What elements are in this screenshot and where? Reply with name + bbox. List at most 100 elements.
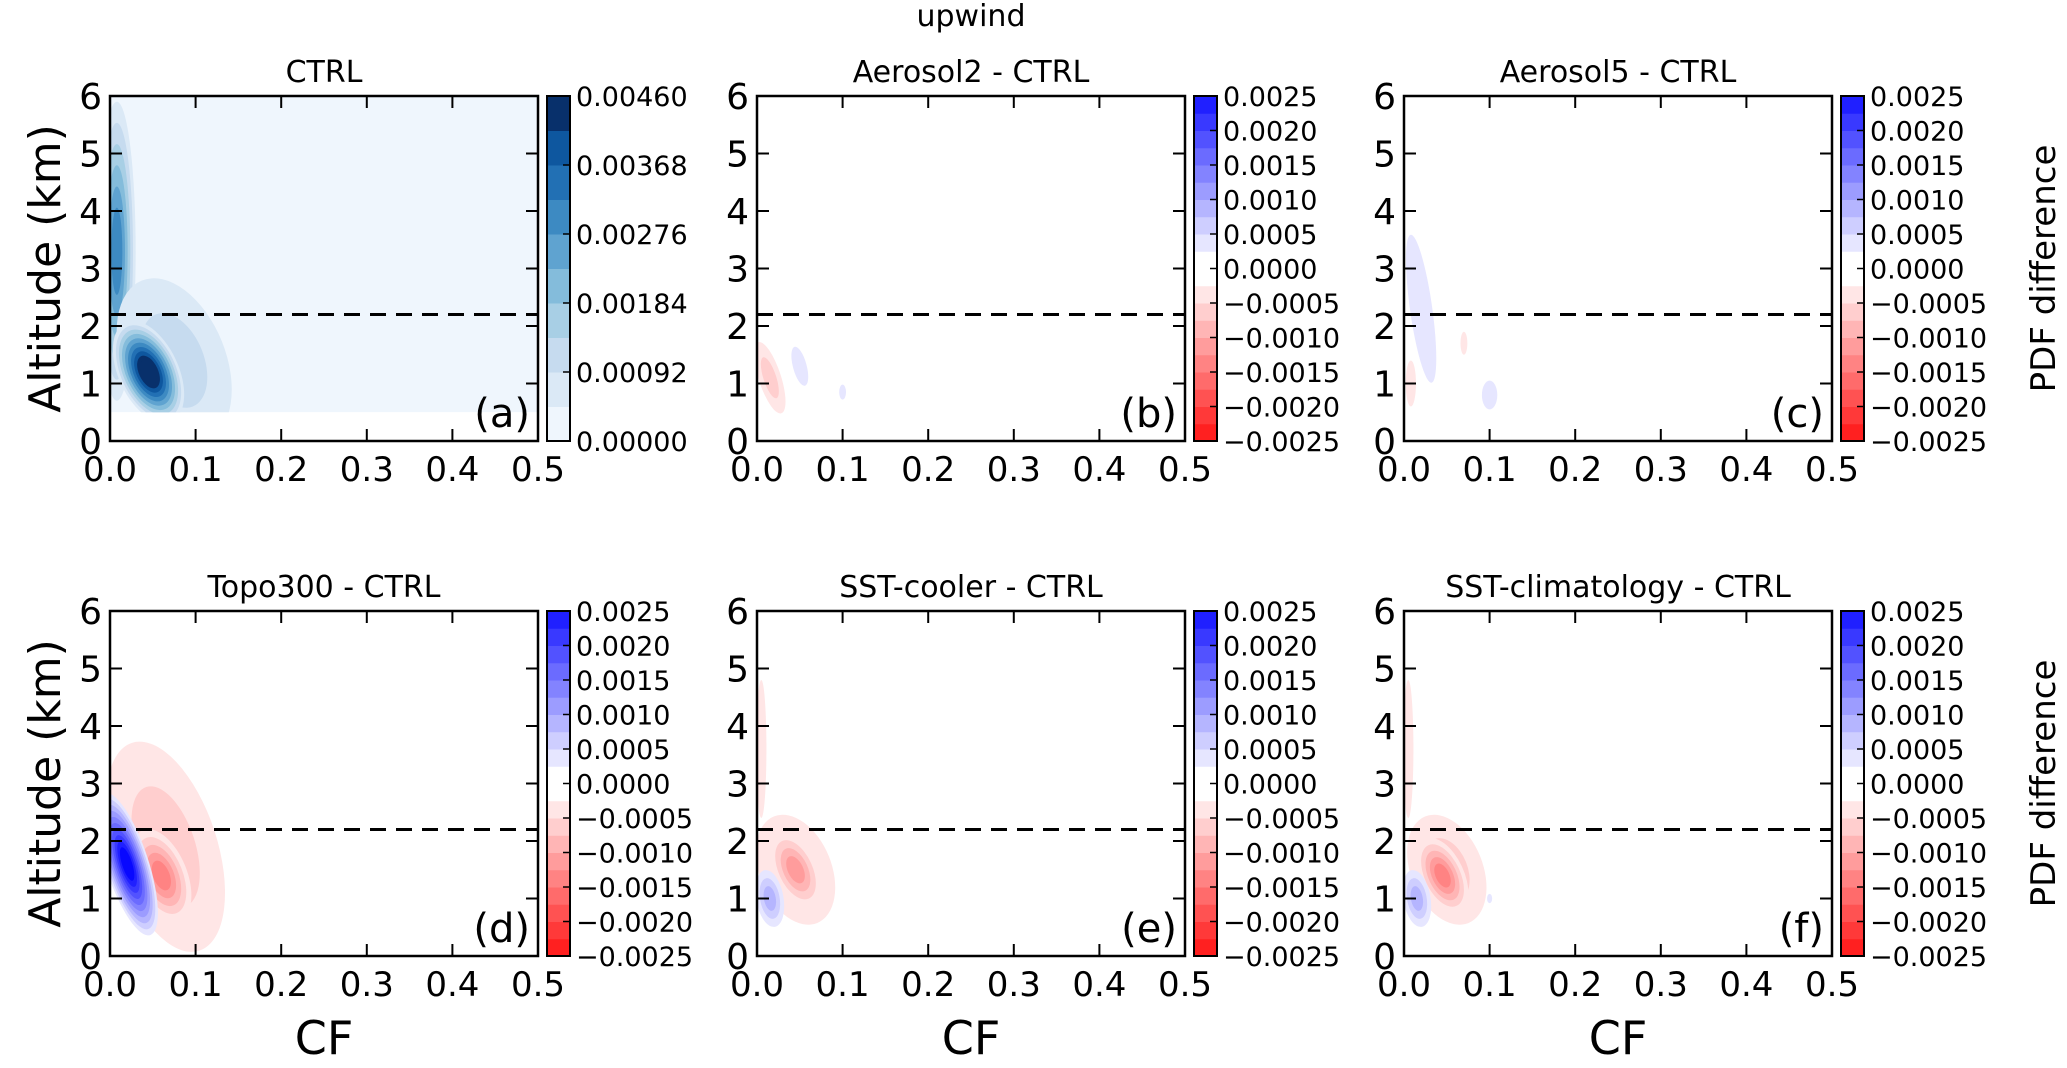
y-tick-label: 5 <box>79 650 102 691</box>
colorbar-bin <box>1841 783 1864 802</box>
x-tick-label: 0.5 <box>1805 965 1859 1005</box>
subplot-title: Aerosol5 - CTRL <box>1500 55 1737 90</box>
y-tick-label: 2 <box>79 822 102 863</box>
colorbar-tick-label: 0.0025 <box>1223 82 1317 113</box>
colorbar-bin <box>1841 423 1864 442</box>
contour-level <box>786 856 805 884</box>
colorbar-bin <box>1841 406 1864 425</box>
colorbar-bin <box>547 835 570 853</box>
colorbar-bin <box>547 818 570 836</box>
colorbar-tick-label: −0.0015 <box>576 873 693 904</box>
colorbar: 0.00250.00200.00150.00100.00050.0000−0.0… <box>1840 597 1987 973</box>
colorbar-bin <box>547 904 570 922</box>
colorbar-bin <box>547 662 570 681</box>
colorbar-bin <box>1194 303 1217 321</box>
colorbar-tick-label: −0.0025 <box>1870 427 1987 458</box>
y-tick-label: 5 <box>79 135 102 176</box>
colorbar-bin <box>547 766 570 784</box>
y-tick-label: 0 <box>79 937 102 978</box>
colorbar-bin <box>547 887 570 905</box>
colorbar-tick-label: 0.0010 <box>1223 186 1317 217</box>
colorbar-bin <box>1194 234 1217 252</box>
colorbar-bin <box>1841 96 1864 114</box>
colorbar-tick-label: 0.0005 <box>1223 735 1317 766</box>
colorbar-bin <box>1841 904 1864 922</box>
y-tick-label: 3 <box>79 765 102 806</box>
colorbar-bin <box>1841 285 1864 304</box>
x-tick-label: 0.0 <box>1377 965 1431 1005</box>
colorbar-bin <box>1194 835 1217 853</box>
colorbar-tick-label: −0.0025 <box>1870 942 1987 973</box>
colorbar-bin <box>1194 714 1217 733</box>
colorbar-bin <box>1841 731 1864 750</box>
colorbar-tick-label: −0.0005 <box>1870 804 1987 835</box>
subplot-f: 0.0 0.1 0.2 0.3 0.4 0.5 0 1 2 3 4 5 6 SST-climatology… <box>1373 570 1987 1005</box>
subplot-a: 0.0 0.1 0.2 0.3 0.4 0.50123456CTRL(a)0.000000… <box>79 55 688 490</box>
colorbar-bin <box>547 731 570 750</box>
colorbar: 0.00000 0.00092 0.00184 0.00276 0.00368 0.004… <box>546 82 688 458</box>
colorbar-bin <box>1841 113 1864 131</box>
panel-label: (b) <box>1120 391 1177 437</box>
colorbar-bin <box>1841 354 1864 373</box>
colorbar-bin <box>1841 921 1864 940</box>
y-tick-label: 6 <box>726 592 749 633</box>
colorbar-bin <box>1194 423 1217 442</box>
colorbar-bin <box>1841 130 1864 149</box>
colorbar-bin <box>1194 372 1217 390</box>
contour-level <box>839 384 847 400</box>
x-tick-label: 0.2 <box>254 965 308 1005</box>
y-tick-label: 3 <box>726 765 749 806</box>
colorbar-bin <box>1194 628 1217 646</box>
colorbar-bin <box>1194 216 1217 235</box>
x-tick-label: 0.3 <box>340 450 394 490</box>
colorbar-bin <box>1194 662 1217 681</box>
colorbar-bin <box>1194 766 1217 784</box>
y-tick-label: 6 <box>79 592 102 633</box>
x-tick-label: 0.4 <box>1072 965 1126 1005</box>
colorbar-bin <box>1841 182 1864 200</box>
colorbar-tick-label: −0.0020 <box>1223 908 1340 939</box>
y-tick-label: 2 <box>1373 307 1396 348</box>
colorbar-bin <box>1841 662 1864 681</box>
y-tick-label: 3 <box>1373 765 1396 806</box>
subplot-e: 0.0 0.1 0.2 0.3 0.4 0.5 0 1 2 3 4 5 6 SST-cooler - CT… <box>726 570 1340 1005</box>
colorbar-tick-label: −0.0015 <box>1870 358 1987 389</box>
colorbar-bin <box>1194 337 1217 356</box>
contour-level <box>791 346 809 386</box>
colorbar-tick-label: −0.0005 <box>1223 804 1340 835</box>
colorbar-bin <box>547 96 570 131</box>
colorbar-bin <box>1841 835 1864 853</box>
subplot-title: SST-climatology - CTRL <box>1445 570 1791 605</box>
y-tick-label: 1 <box>726 365 749 406</box>
subplot-b: 0.0 0.1 0.2 0.3 0.4 0.5 0 1 2 3 4 5 6 Aerosol2 - CTRL… <box>726 55 1340 490</box>
colorbar-bin <box>1841 268 1864 287</box>
colorbar-bin <box>1194 697 1217 715</box>
colorbar-tick-label: 0.0010 <box>1870 701 1964 732</box>
colorbar-bin <box>1841 697 1864 715</box>
colorbar-tick-label: 0.0000 <box>1223 255 1317 286</box>
colorbar-tick-label: −0.0025 <box>576 942 693 973</box>
colorbar-bin <box>1841 852 1864 871</box>
colorbar-bin <box>547 611 570 629</box>
colorbar-bin <box>547 234 570 269</box>
y-tick-label: 2 <box>1373 822 1396 863</box>
colorbar-tick-label: 0.0000 <box>1870 255 1964 286</box>
colorbar-bin <box>1194 611 1217 629</box>
axes-frame <box>755 94 1187 443</box>
x-tick-label: 0.5 <box>1158 450 1212 490</box>
colorbar-bin <box>547 372 570 407</box>
colorbar-tick-label: −0.0015 <box>1870 873 1987 904</box>
colorbar-bin <box>1841 749 1864 767</box>
suptitle: upwind <box>917 0 1026 34</box>
colorbar-bin <box>1194 320 1217 338</box>
x-tick-label: 0.5 <box>511 450 565 490</box>
colorbar-bin <box>1194 199 1217 218</box>
x-tick-label: 0.0 <box>730 965 784 1005</box>
colorbar-bin <box>547 852 570 871</box>
x-tick-label: 0.1 <box>1463 450 1517 490</box>
y-axis-label: Altitude (km) <box>20 124 71 413</box>
y-tick-label: 3 <box>1373 250 1396 291</box>
y-tick-label: 5 <box>726 135 749 176</box>
x-tick-label: 0.0 <box>83 450 137 490</box>
x-tick-label: 0.1 <box>169 450 223 490</box>
